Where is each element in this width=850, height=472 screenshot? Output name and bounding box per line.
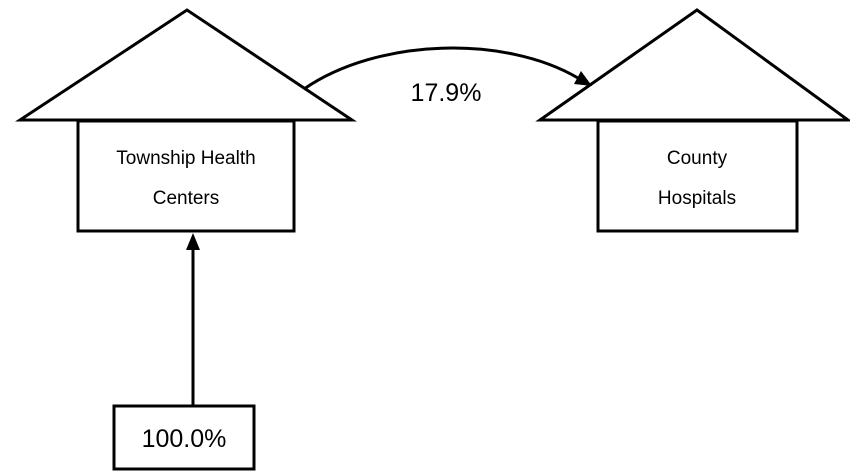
curved-arrow-line xyxy=(303,46,579,91)
township-label-line1: Township Health xyxy=(116,148,255,169)
source-node: 100.0% xyxy=(112,404,256,471)
edge-percentage-label: 17.9% xyxy=(411,79,482,107)
township-label-line2: Centers xyxy=(153,188,220,209)
township-health-centers-node: Township Health Centers xyxy=(14,8,357,233)
township-box xyxy=(76,119,296,233)
county-label-line2: Hospitals xyxy=(658,188,736,209)
curved-arrow-head xyxy=(574,71,592,86)
county-roof xyxy=(535,8,850,122)
county-label-line1: County xyxy=(667,148,728,169)
county-hospitals-node: County Hospitals xyxy=(535,8,850,233)
county-box xyxy=(596,119,799,233)
township-to-county-edge: 17.9% xyxy=(303,46,592,107)
township-roof xyxy=(14,8,357,122)
source-to-township-edge xyxy=(186,233,200,406)
source-box xyxy=(112,404,256,471)
source-percentage-label: 100.0% xyxy=(142,425,227,453)
vertical-arrow-head xyxy=(186,233,200,250)
